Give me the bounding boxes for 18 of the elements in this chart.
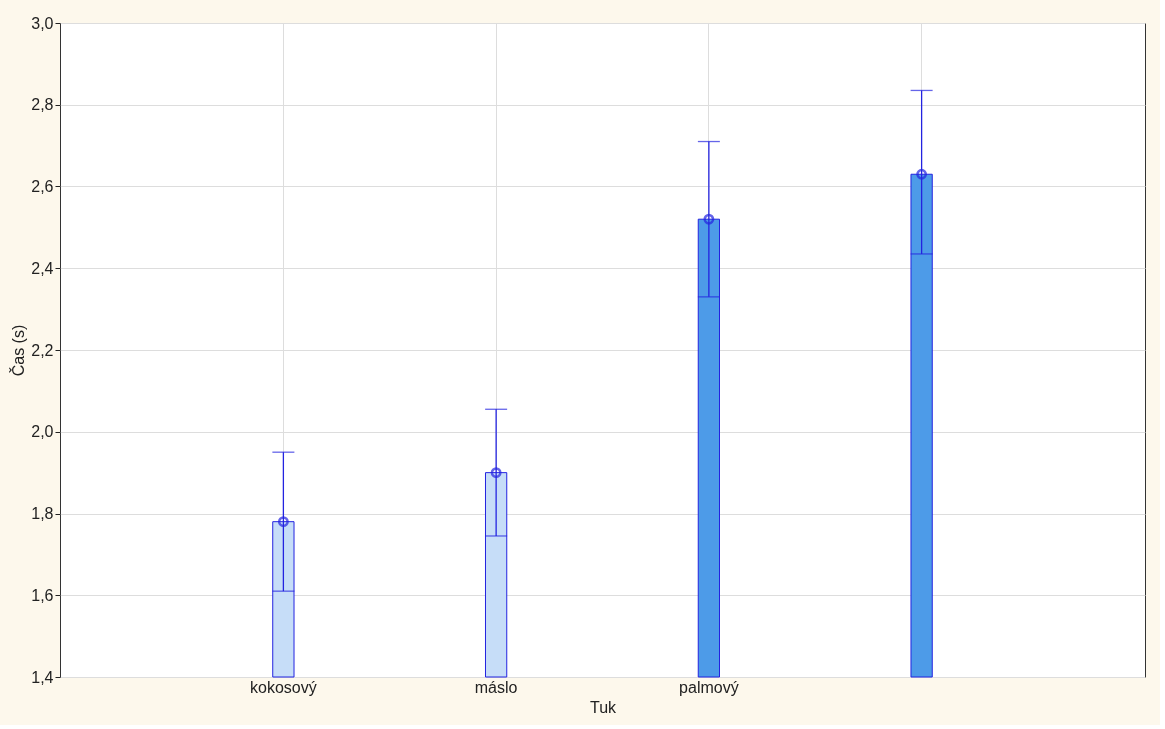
y-axis-title: Čas (s)	[9, 324, 28, 377]
y-tick-label: 1,8	[31, 505, 54, 522]
y-tick-label: 2,6	[31, 178, 54, 195]
point	[277, 516, 289, 528]
y-tick-label: 2,4	[31, 259, 54, 277]
y-tick-label: 2,2	[31, 341, 54, 359]
point	[490, 467, 502, 479]
x-axis-title: Tuk	[589, 698, 618, 716]
y-tick-label: 1,6	[31, 586, 54, 604]
y-tick-label: 2,8	[31, 96, 54, 114]
y-tick-label: 3,0	[31, 14, 54, 32]
x-tick-label: máslo	[474, 678, 518, 696]
y-tick-label: 1,4	[31, 668, 54, 686]
x-tick-label: kokosový	[250, 678, 317, 696]
point	[916, 168, 928, 180]
x-tick-label: palmový	[679, 678, 739, 696]
point	[703, 213, 715, 225]
y-tick-label: 2,0	[31, 423, 54, 441]
